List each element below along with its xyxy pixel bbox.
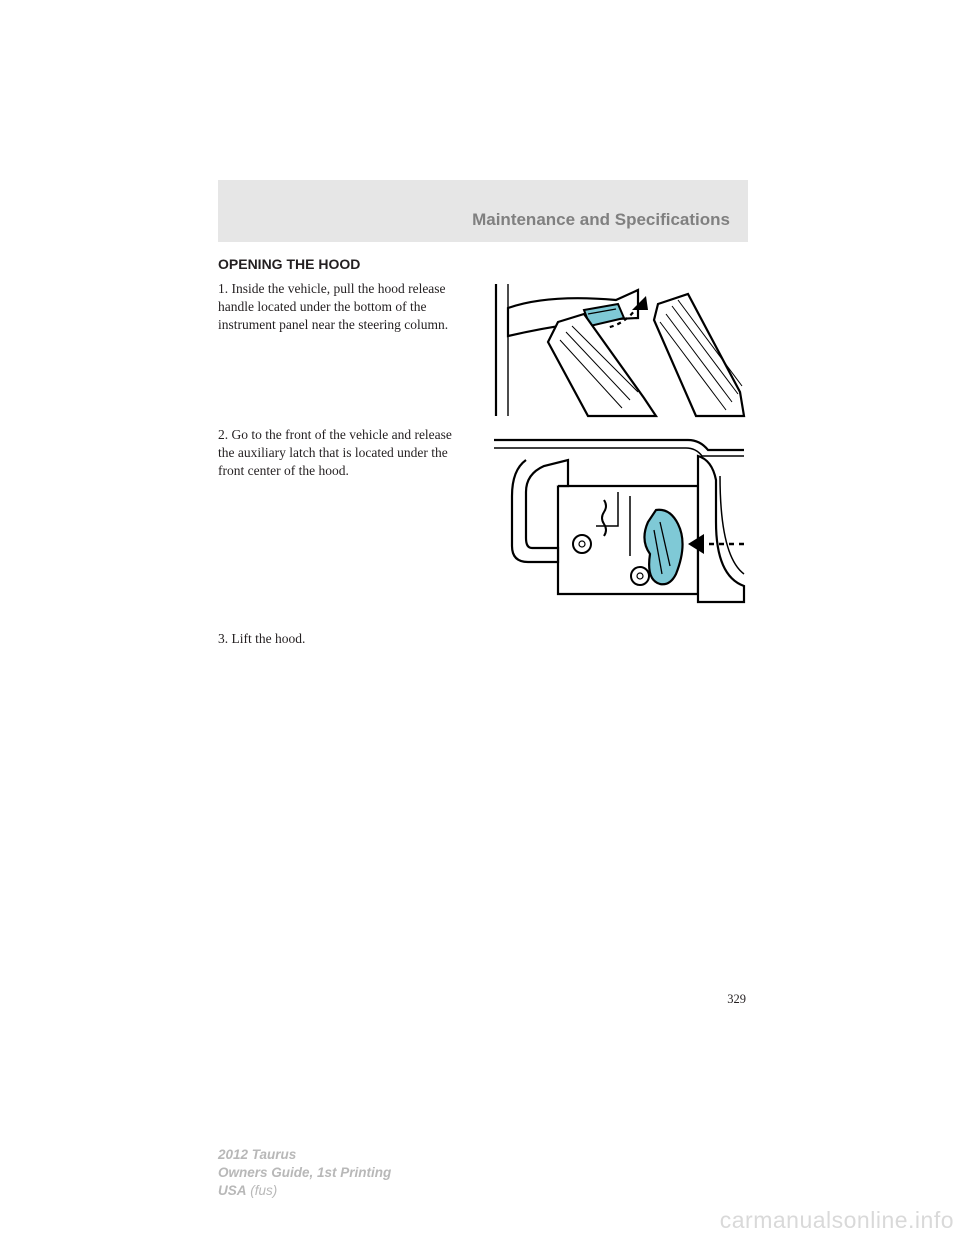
footer-line-1: 2012 Taurus: [218, 1146, 391, 1164]
step-3-text: 3. Lift the hood.: [218, 630, 748, 648]
watermark: carmanualsonline.info: [720, 1207, 954, 1234]
step-1-row: 1. Inside the vehicle, pull the hood rel…: [218, 280, 748, 420]
page-content: Maintenance and Specifications OPENING T…: [218, 180, 748, 648]
chapter-header: Maintenance and Specifications: [218, 180, 748, 242]
step-1-text: 1. Inside the vehicle, pull the hood rel…: [218, 280, 468, 335]
step-2-diagram: [488, 426, 748, 606]
section-title: OPENING THE HOOD: [218, 256, 748, 272]
step-2-row: 2. Go to the front of the vehicle and re…: [218, 426, 748, 606]
step-2-text: 2. Go to the front of the vehicle and re…: [218, 426, 468, 481]
step-1-diagram: [488, 280, 748, 420]
footer-line-3: USA (fus): [218, 1182, 391, 1200]
page-number: 329: [727, 992, 746, 1007]
chapter-title: Maintenance and Specifications: [472, 210, 730, 229]
footer-block: 2012 Taurus Owners Guide, 1st Printing U…: [218, 1146, 391, 1201]
footer-line-2: Owners Guide, 1st Printing: [218, 1164, 391, 1182]
footer-usa: USA: [218, 1183, 247, 1198]
footer-fus: (fus): [247, 1183, 278, 1198]
